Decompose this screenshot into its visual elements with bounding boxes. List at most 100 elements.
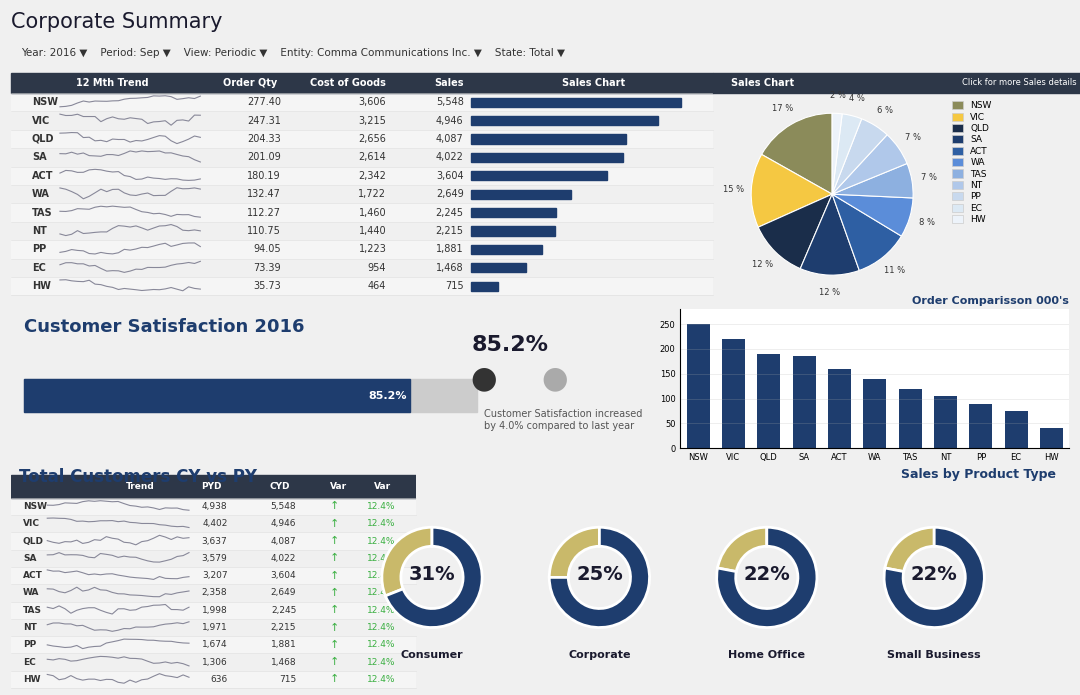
Text: NSW: NSW [23,502,46,511]
Text: Trend: Trend [126,482,154,491]
Text: PP: PP [23,640,37,649]
Bar [471,263,526,272]
Text: 12.4%: 12.4% [367,675,395,684]
Bar [863,379,887,448]
Text: 1,674: 1,674 [202,640,228,649]
Text: ↑: ↑ [330,588,339,598]
Bar [11,240,713,259]
Text: 12.4%: 12.4% [367,502,395,511]
Text: VIC: VIC [32,115,50,126]
Bar [899,389,921,448]
Bar [471,97,681,107]
Bar [471,190,571,199]
Text: Cost of Goods: Cost of Goods [310,78,387,88]
Text: 132.47: 132.47 [247,189,281,199]
Text: ↑: ↑ [330,518,339,529]
Text: 112.27: 112.27 [247,208,281,218]
Text: Corporate: Corporate [568,650,631,660]
Bar [471,245,542,254]
Text: 1,223: 1,223 [359,245,387,254]
Bar [721,339,745,448]
Text: 2,245: 2,245 [271,606,296,614]
Text: 12.4%: 12.4% [367,519,395,528]
Text: 636: 636 [211,675,228,684]
Text: 3,604: 3,604 [436,171,463,181]
Text: 3,606: 3,606 [359,97,387,107]
Bar [471,208,556,217]
Text: Order Comparisson 000's: Order Comparisson 000's [913,295,1069,306]
Text: 12 Mth Trend: 12 Mth Trend [77,78,149,88]
Wedge shape [550,528,649,628]
Text: ●: ● [471,364,497,393]
Text: 12.4%: 12.4% [367,537,395,546]
Text: ↑: ↑ [330,553,339,564]
Text: Click for more Sales details: Click for more Sales details [961,79,1077,88]
Text: ACT: ACT [23,571,43,580]
Text: 85.2%: 85.2% [368,391,407,400]
Text: 2,342: 2,342 [359,171,387,181]
Text: 5,548: 5,548 [271,502,296,511]
Text: HW: HW [23,675,40,684]
Bar [471,227,555,236]
Bar [11,475,416,498]
Wedge shape [885,528,934,571]
Bar [11,671,416,688]
Text: Year: 2016 ▼    Period: Sep ▼    View: Periodic ▼    Entity: Comma Communication: Year: 2016 ▼ Period: Sep ▼ View: Periodi… [22,48,566,58]
Text: 3,579: 3,579 [202,554,228,563]
Text: 4,938: 4,938 [202,502,228,511]
Text: 2,649: 2,649 [436,189,463,199]
Text: 4,087: 4,087 [271,537,296,546]
Text: 1,468: 1,468 [271,657,296,667]
Text: —: — [478,370,489,381]
Text: 35.73: 35.73 [254,281,281,291]
Text: 180.19: 180.19 [247,171,281,181]
Text: 2,215: 2,215 [271,623,296,632]
Text: 2,656: 2,656 [359,134,387,144]
Text: 25%: 25% [576,566,623,584]
Bar [11,277,713,295]
Bar [471,116,659,125]
Bar [11,130,713,148]
Text: ↑: ↑ [330,571,339,580]
Bar [471,281,498,291]
Text: 3,637: 3,637 [202,537,228,546]
Text: ↑: ↑ [330,623,339,632]
Text: 1,460: 1,460 [359,208,387,218]
Text: 954: 954 [368,263,387,272]
Bar [757,354,780,448]
Text: 12.4%: 12.4% [367,640,395,649]
Text: 247.31: 247.31 [247,115,281,126]
Text: WA: WA [23,589,40,598]
Text: Corporate Summary: Corporate Summary [11,12,222,31]
Wedge shape [386,528,482,628]
Text: 1,306: 1,306 [202,657,228,667]
Text: 464: 464 [368,281,387,291]
Text: 2,245: 2,245 [435,208,463,218]
Bar [471,153,623,162]
Text: ↑: ↑ [330,605,339,615]
Text: Small Business: Small Business [888,650,981,660]
Bar [11,567,416,584]
Text: 12.4%: 12.4% [367,554,395,563]
Text: ●: ● [542,364,568,393]
Text: 1,971: 1,971 [202,623,228,632]
Bar [793,357,815,448]
Text: 2,649: 2,649 [271,589,296,598]
Text: Customer Satisfaction increased
by 4.0% compared to last year: Customer Satisfaction increased by 4.0% … [484,409,643,431]
Text: Order Qty: Order Qty [224,78,278,88]
Text: 1,881: 1,881 [271,640,296,649]
Text: 94.05: 94.05 [254,245,281,254]
Text: 12.4%: 12.4% [367,606,395,614]
Text: Total Customers CY vs PY: Total Customers CY vs PY [18,468,257,486]
Text: SA: SA [32,152,46,163]
Text: 4,402: 4,402 [202,519,228,528]
Text: 715: 715 [279,675,296,684]
Text: NSW: NSW [32,97,58,107]
Bar [934,396,957,448]
Text: 1,468: 1,468 [436,263,463,272]
Text: TAS: TAS [32,208,53,218]
Bar [24,379,410,412]
Text: EC: EC [23,657,36,667]
Bar [1004,411,1028,448]
Text: 4,946: 4,946 [271,519,296,528]
